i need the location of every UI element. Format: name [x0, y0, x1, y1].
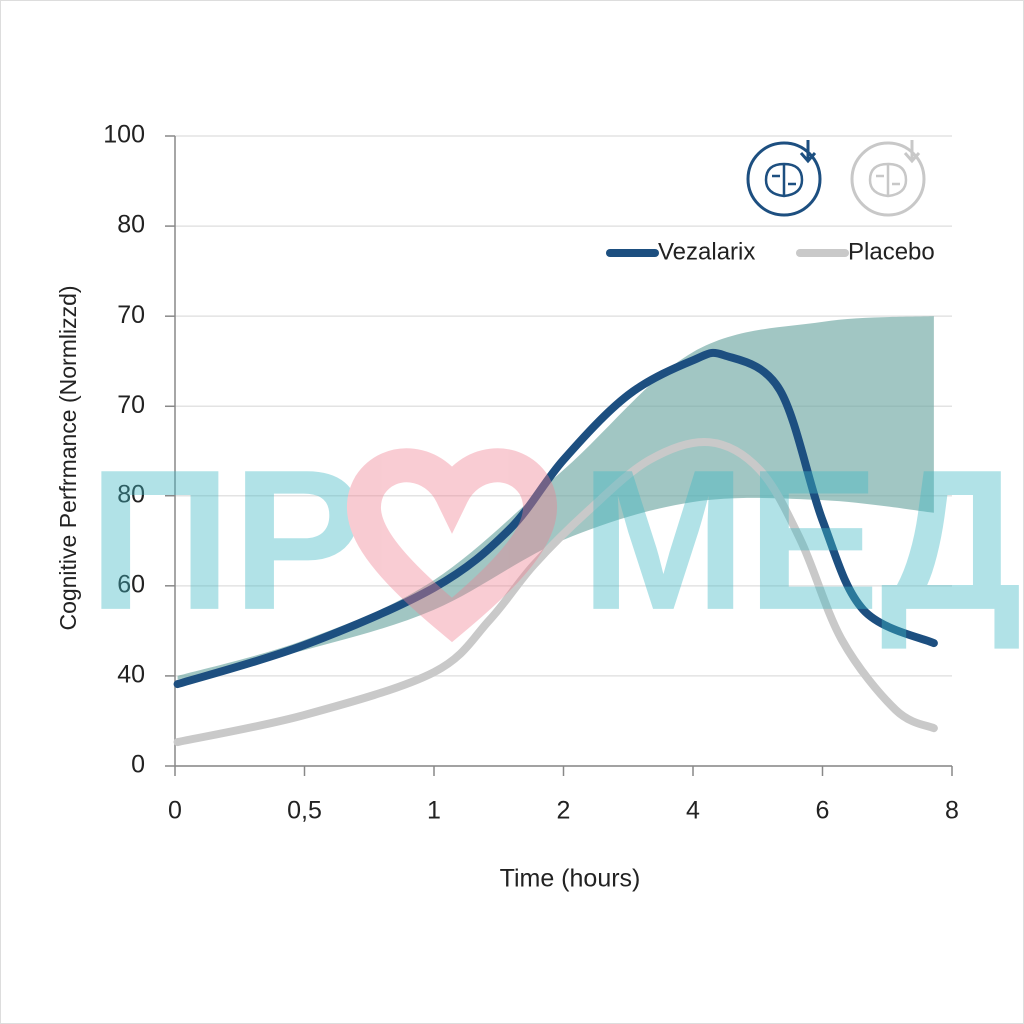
x-axis-label: Time (hours) — [500, 865, 641, 893]
brain-icon — [764, 162, 804, 198]
icon-ring — [850, 141, 926, 217]
watermark-text: МЕД — [580, 429, 1022, 652]
x-tick-label: 6 — [816, 797, 830, 825]
arrow-icon — [799, 140, 817, 164]
confidence-band — [177, 316, 934, 680]
y-tick-label: 70 — [117, 391, 145, 419]
watermark: ПР МЕД — [88, 429, 1022, 652]
series-line — [173, 437, 938, 747]
y-tick-label: 80 — [117, 211, 145, 239]
x-tick-label: 4 — [686, 797, 700, 825]
x-tick-label: 8 — [945, 797, 959, 825]
icons — [746, 140, 926, 217]
watermark-text: ПР — [88, 429, 365, 652]
legend-label: Vezalarix — [658, 238, 755, 265]
y-tick-label: 40 — [117, 661, 145, 689]
x-tick-label: 1 — [427, 797, 441, 825]
y-tick-label: 60 — [117, 570, 145, 598]
legend-label: Placebo — [848, 238, 935, 265]
arrow-icon — [903, 140, 921, 164]
y-tick-label: 70 — [117, 301, 145, 329]
watermark-heart — [346, 448, 558, 643]
y-tick-label: 100 — [103, 121, 145, 149]
y-tick-label: 0 — [131, 751, 145, 779]
icon-ring — [746, 141, 822, 217]
y-tick-label: 80 — [117, 480, 145, 508]
x-tick-label: 0 — [168, 797, 182, 825]
series-line — [173, 348, 938, 689]
brain-icon — [868, 162, 908, 198]
y-axis-label: Cognitive Perfrmance (Normlizzd) — [55, 285, 81, 630]
x-tick-label: 2 — [557, 797, 571, 825]
x-tick-label: 0,5 — [287, 797, 322, 825]
